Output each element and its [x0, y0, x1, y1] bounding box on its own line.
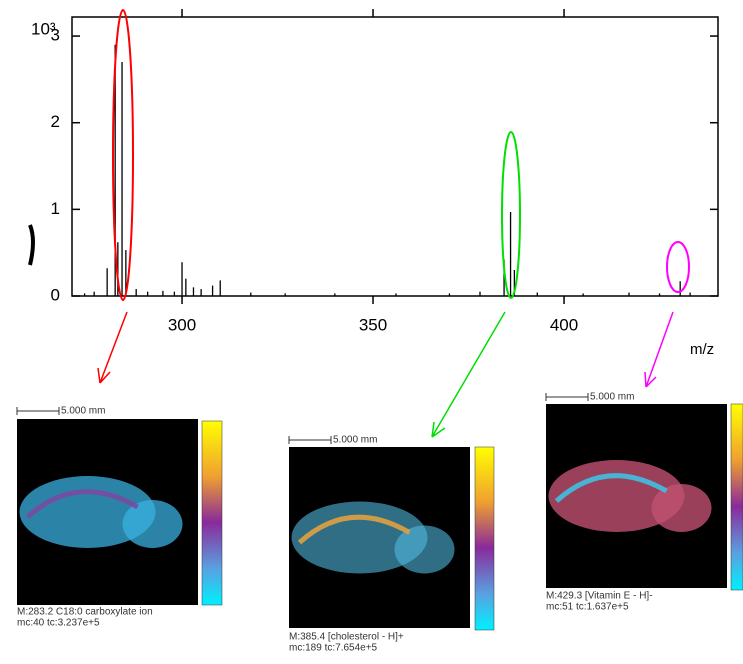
y-tick-label: 0 [51, 285, 60, 304]
caption: mc:51 tc:1.637e+5 [546, 602, 629, 613]
x-tick-label: 400 [550, 315, 578, 334]
x-axis-label: m/z [690, 341, 714, 358]
x-tick-label: 350 [359, 315, 387, 334]
x-tick-label: 300 [168, 315, 196, 334]
arrow [644, 311, 674, 388]
arrows [97, 311, 674, 438]
tissue [651, 484, 712, 532]
tissue-structure [554, 473, 668, 503]
color-bar [730, 403, 743, 591]
caption: M:283.2 C18:0 carboxylate ion [17, 607, 153, 618]
y-tick-label: 2 [51, 112, 60, 131]
y-multiplier: 10³ [31, 19, 56, 38]
color-bar [474, 446, 495, 631]
y-tick-label: 3 [51, 26, 60, 45]
scale-label: 5.000 mm [590, 392, 634, 403]
arrow [97, 311, 128, 384]
tissue [394, 525, 455, 574]
caption: M:385.4 [cholesterol - H]+ [289, 632, 404, 643]
highlight-ellipse [501, 131, 521, 299]
tissue-structure [25, 489, 139, 519]
scale-label: 5.000 mm [333, 435, 377, 446]
tissue [548, 460, 685, 532]
scale-label: 5.000 mm [61, 406, 105, 417]
image-panels: 5.000 mmM:283.2 C18:0 carboxylate ionmc:… [16, 392, 743, 654]
color-bar [201, 420, 223, 606]
artifact [28, 224, 35, 266]
tissue [122, 500, 183, 548]
plot-frame [71, 16, 719, 297]
arrow [431, 311, 506, 438]
caption: M:429.3 [Vitamin E - H]- [546, 591, 653, 602]
tissue [19, 476, 156, 548]
tissue [291, 501, 428, 574]
caption: mc:40 tc:3.237e+5 [17, 618, 100, 629]
highlight-ellipse [666, 241, 690, 293]
caption: mc:189 tc:7.654e+5 [289, 643, 378, 654]
highlight-ellipse [112, 9, 134, 301]
tissue-structure [297, 514, 411, 545]
y-tick-label: 1 [51, 199, 60, 218]
spectrum: 10³ m/z 0 1 2 3 300 350 400 [31, 9, 719, 358]
